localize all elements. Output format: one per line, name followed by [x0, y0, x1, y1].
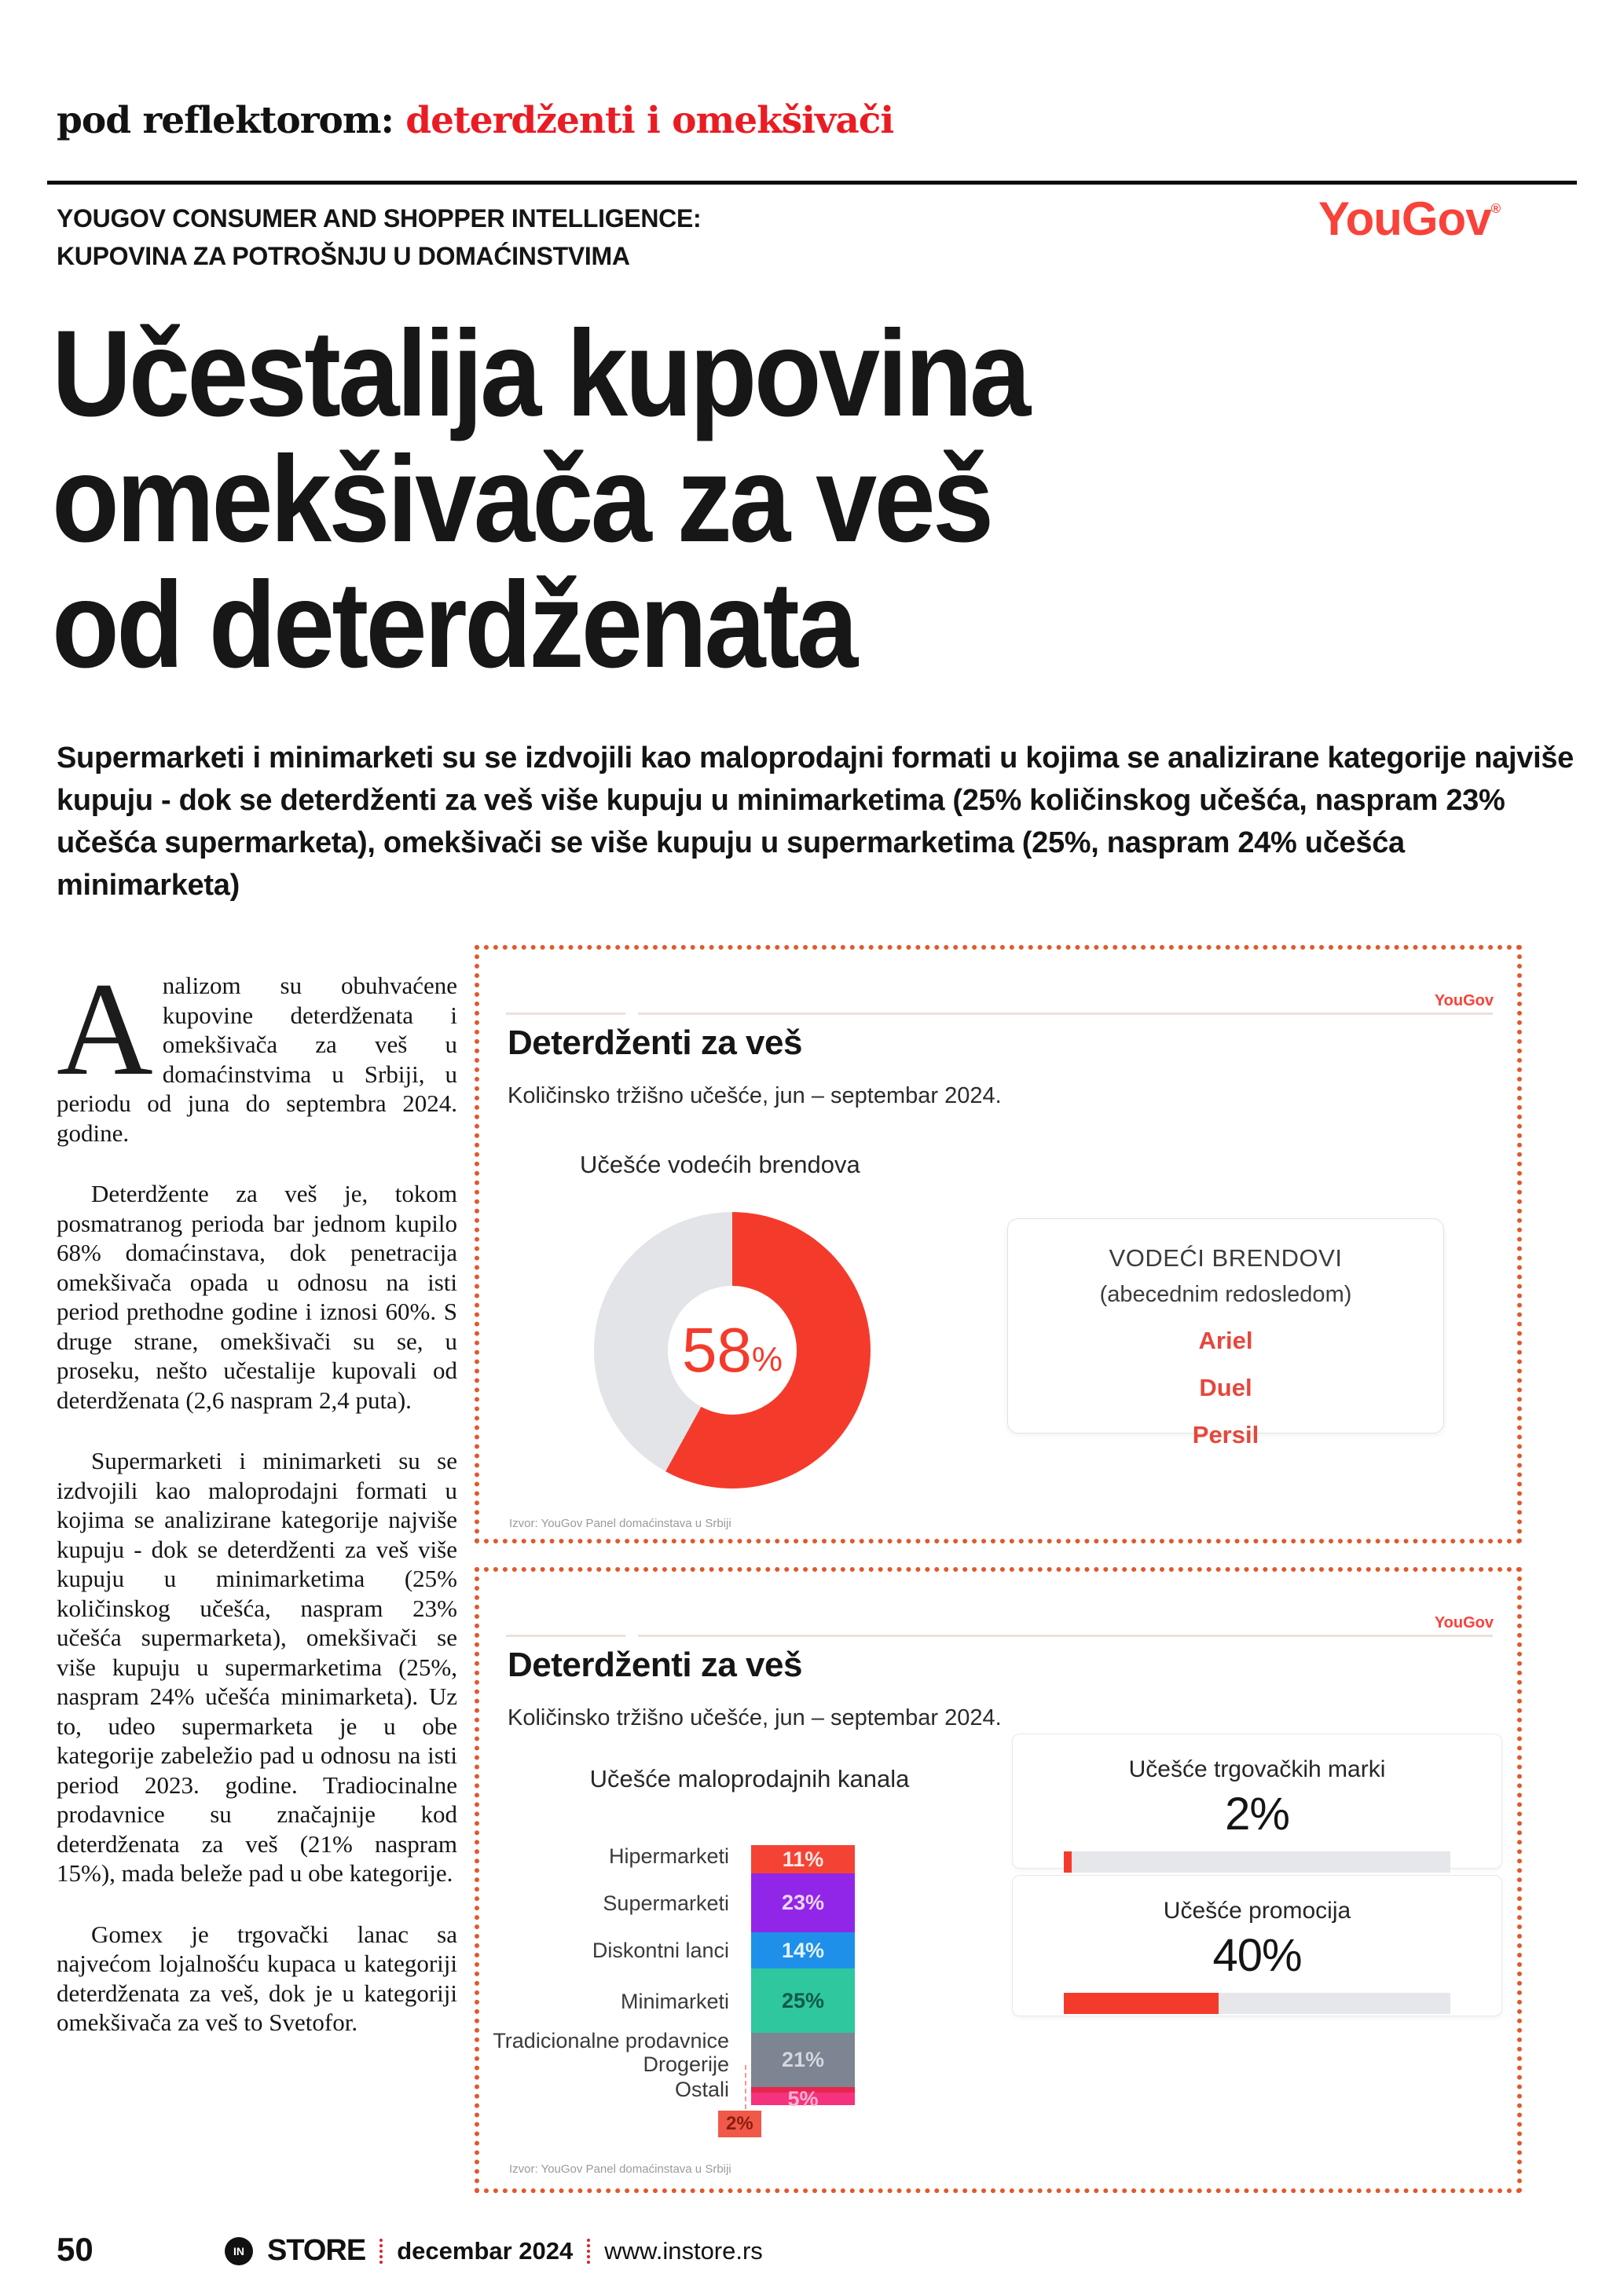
segment-value: 11% [782, 1847, 824, 1871]
title-line-3: od deterdženata [52, 557, 858, 694]
title-line-1: Učestalija kupovina [52, 306, 1031, 442]
header-rule [47, 181, 1577, 185]
channel-label: Diskontni lanci [592, 1939, 729, 1962]
kicker-black: pod reflektorom: [57, 99, 406, 142]
eyebrow-line1: YOUGOV CONSUMER AND SHOPPER INTELLIGENCE… [57, 204, 702, 233]
donut-chart-label: Učešće vodećih brendova [580, 1151, 860, 1178]
paragraph-2: Deterdžente za veš je, tokom posmatranog… [57, 1180, 457, 1414]
source-note: Izvor: YouGov Panel domaćinstava u Srbij… [509, 2162, 731, 2176]
instore-circle-logo: IN [225, 2236, 253, 2265]
section-kicker: pod reflektorom: deterdženti i omekšivač… [57, 99, 894, 142]
footer: IN STORE decembar 2024 www.instore.rs [225, 2234, 763, 2268]
channel-label: Drogerije [643, 2052, 729, 2076]
channel-segment: 11% [751, 1845, 855, 1873]
paragraph-4: Gomex je trgovački lanac sa najvećom loj… [57, 1920, 457, 2037]
decorative-line [638, 1013, 1493, 1015]
website-url: www.instore.rs [604, 2236, 763, 2265]
chart-panel-brands: YouGov Deterdženti za veš Količinsko trž… [475, 945, 1522, 1543]
issue-date: decembar 2024 [397, 2236, 574, 2265]
card-title: Učešće promocija [1163, 1898, 1351, 1924]
store-logo-text: STORE [267, 2234, 366, 2267]
decorative-line [506, 1013, 625, 1015]
segment-value: 25% [781, 1988, 825, 2012]
leading-brands-box: VODEĆI BRENDOVI (abecednim redosledom) A… [1007, 1218, 1444, 1448]
donut-unit: % [751, 1340, 783, 1379]
yougov-logo-text: YouGov [1318, 192, 1492, 245]
chart-panel-channels: YouGov Deterdženti za veš Količinsko trž… [475, 1567, 1522, 2193]
channel-segment: 21% [751, 2033, 855, 2087]
card-value: 2% [1225, 1789, 1290, 1840]
card-value: 40% [1212, 1930, 1302, 1981]
channel-segment: 5% [751, 2087, 855, 2111]
progress-track [1064, 1993, 1450, 2014]
panel-subtitle: Količinsko tržišno učešće, jun – septemb… [508, 1705, 1002, 1730]
yougov-watermark: YouGov [1434, 992, 1494, 1009]
eyebrow: YOUGOV CONSUMER AND SHOPPER INTELLIGENCE… [57, 200, 702, 275]
channel-label: Hipermarketi [608, 1844, 729, 1868]
yougov-watermark: YouGov [1434, 1614, 1494, 1631]
panel-subtitle: Količinsko tržišno učešće, jun – septemb… [508, 1083, 1002, 1108]
callout-connector [745, 2065, 746, 2109]
page-number: 50 [57, 2231, 93, 2268]
progress-fill [1064, 1851, 1072, 1873]
drogerije-value-callout: 2% [718, 2111, 761, 2137]
channel-segment: 14% [751, 1932, 855, 1968]
brand-item: Persil [1192, 1421, 1259, 1448]
segment-value: 5% [787, 2086, 819, 2111]
drop-cap: A [57, 955, 153, 1103]
intro-paragraph: Supermarketi i minimarketi su se izdvoji… [57, 742, 1575, 902]
paragraph-1-text: nalizom su obuhvaćene kupovine deterdžen… [57, 972, 457, 1147]
registered-mark: ® [1490, 201, 1501, 216]
brand-item: Duel [1199, 1374, 1252, 1401]
paragraph-3: Supermarketi i minimarketi su se izdvoji… [57, 1447, 457, 1887]
channel-label: Supermarketi [603, 1891, 729, 1915]
channel-segment [751, 2087, 855, 2093]
promotions-card: Učešće promocija 40% [1012, 1875, 1502, 2016]
bar-chart-label: Učešće maloprodajnih kanala [589, 1765, 910, 1792]
decorative-line [638, 1635, 1493, 1637]
channel-segment: 23% [751, 1873, 855, 1932]
brands-box-title: VODEĆI BRENDOVI [1109, 1244, 1343, 1272]
kicker-red: deterdženti i omekšivači [405, 99, 894, 142]
source-note: Izvor: YouGov Panel domaćinstava u Srbij… [509, 1517, 731, 1530]
progress-fill [1064, 1993, 1219, 2014]
segment-value: 14% [781, 1938, 825, 1962]
panel-title: Deterdženti za veš [508, 1646, 802, 1684]
donut-value: 58 [681, 1315, 752, 1385]
segment-value: 23% [781, 1891, 825, 1914]
footer-separator [587, 2238, 591, 2264]
private-label-card: Učešće trgovačkih marki 2% [1012, 1734, 1502, 1873]
brand-item: Ariel [1198, 1327, 1253, 1354]
title-line-2: omekšivača za veš [52, 431, 994, 568]
channel-segment: 25% [751, 1968, 855, 2033]
channel-label: Ostali [674, 2078, 729, 2101]
channel-label: Tradicionalne prodavnice [493, 2029, 729, 2052]
decorative-line [506, 1635, 625, 1637]
stacked-bar: 11% 23% 14% 25% 21% 5% [751, 1845, 855, 2111]
donut-center-value: 58 % [594, 1212, 871, 1489]
card-title: Učešće trgovačkih marki [1128, 1756, 1386, 1782]
yougov-logo: YouGov® [1318, 192, 1501, 246]
donut-chart [594, 1212, 871, 1489]
segment-value: 21% [781, 2048, 825, 2071]
eyebrow-line2: KUPOVINA ZA POTROŠNJU U DOMAĆINSTVIMA [57, 242, 630, 270]
panel-title: Deterdženti za veš [508, 1023, 802, 1062]
brands-box-subtitle: (abecednim redosledom) [1099, 1282, 1352, 1307]
progress-track [1064, 1851, 1450, 1873]
footer-separator [379, 2238, 383, 2264]
page-title: Učestalija kupovina omekšivača za veš od… [52, 311, 1137, 688]
channel-label: Minimarketi [620, 1990, 729, 2013]
